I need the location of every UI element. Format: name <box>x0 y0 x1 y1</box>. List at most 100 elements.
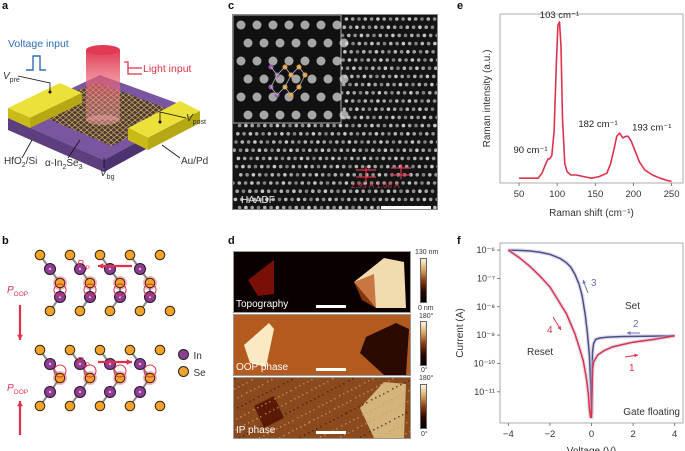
se-atom <box>144 277 156 289</box>
reset-label: Reset <box>527 347 553 358</box>
light-beam <box>86 50 120 120</box>
set-label: Set <box>625 301 640 312</box>
vacancy-site <box>113 283 127 297</box>
step-2-label: 2 <box>633 319 639 330</box>
y-tick-label: 10⁻¹¹ <box>474 387 495 397</box>
vacancy-site <box>113 364 127 378</box>
vacancy-site <box>143 283 157 297</box>
step-4-label: 4 <box>547 325 553 336</box>
se-atom <box>34 249 46 261</box>
panel-label-a: a <box>2 0 9 12</box>
y-tick-label: 10⁻⁷ <box>477 273 495 283</box>
voltage-input-label: Voltage input <box>8 38 69 50</box>
haade-image: HAADF 2.95 Å 1.68 Å <box>232 14 438 210</box>
electrode-right <box>128 101 200 138</box>
se-atom <box>64 400 76 412</box>
colorbar-bottom-oop: 0° <box>421 367 428 374</box>
x-tick-label: 200 <box>626 189 642 200</box>
se-atom <box>164 305 176 317</box>
x-axis-label: Raman shift (cm⁻¹) <box>549 208 634 219</box>
afm-topography-image: Topography <box>233 251 411 313</box>
vacancy-site <box>83 283 97 297</box>
step-1-label: 1 <box>629 363 635 374</box>
se-atom <box>44 305 56 317</box>
afm-oop-phase-image: OOP phase <box>233 314 411 376</box>
haade-inset <box>233 15 342 124</box>
y-tick-label: 10⁻⁹ <box>476 330 495 340</box>
se-atom-icon <box>178 366 189 378</box>
panel-label-d: d <box>228 235 235 247</box>
se-atom <box>64 344 76 356</box>
colorbar-topography <box>420 258 427 303</box>
x-tick-label: 250 <box>664 189 680 200</box>
light-pulse-icon <box>124 61 142 75</box>
p-oop-label-top: POOP <box>7 285 29 298</box>
vacancy-site <box>83 364 97 378</box>
se-atom <box>84 372 96 384</box>
x-axis-label: Voltage (V) <box>567 446 616 451</box>
x-tick-label: −2 <box>544 429 555 440</box>
hfo2-si-label: HfO2/Si <box>4 156 38 169</box>
legend-se: Se <box>178 363 206 381</box>
y-axis-label: Raman intensity (a.u.) <box>482 50 493 148</box>
se-atom <box>94 249 106 261</box>
se-atom <box>114 277 126 289</box>
ip-phase-label: IP phase <box>236 425 276 436</box>
p-oop-label-bottom: POOP <box>7 383 29 396</box>
scale-bar <box>316 368 346 371</box>
p-ip-label-bottom: PIP <box>77 356 90 369</box>
x-tick-label: 150 <box>587 189 603 200</box>
gate-floating-label: Gate floating <box>623 407 680 418</box>
iv-line-reset <box>507 249 675 419</box>
v-post-label: Vpost <box>186 113 206 126</box>
se-atom <box>154 344 166 356</box>
iv-chart: −4 −2 0 2 4 10⁻⁶ 10⁻⁷ 10⁻⁸ 10⁻⁹ 10⁻¹⁰ 10⁻¹¹ Voltage… <box>455 242 684 451</box>
y-tick-label: 10⁻⁸ <box>476 302 495 312</box>
iv-line-set <box>508 249 675 415</box>
plot-frame <box>499 13 684 184</box>
panel-label-f: f <box>457 235 461 247</box>
haade-label: HAADF <box>241 195 275 206</box>
device-schematic <box>8 45 200 172</box>
raman-line <box>519 21 672 183</box>
peak-annotation: 193 cm⁻¹ <box>632 122 671 133</box>
scale-bar <box>316 305 346 308</box>
panel-label-b: b <box>2 235 9 247</box>
se-atom <box>154 249 166 261</box>
light-input-label: Light input <box>143 63 192 75</box>
colorbar-top-ip: 180° <box>419 375 434 382</box>
se-atom <box>94 400 106 412</box>
legend-in: In <box>178 346 202 364</box>
x-tick-label: 50 <box>514 189 525 200</box>
vacancy-site <box>53 283 67 297</box>
vacancy-site <box>143 364 157 378</box>
y-tick-label: 10⁻⁶ <box>477 245 496 255</box>
au-pd-label: Au/Pd <box>181 156 209 167</box>
se-atom <box>74 305 86 317</box>
oop-phase-label: OOP phase <box>236 362 289 373</box>
panel-label-e: e <box>457 0 464 12</box>
se-atom <box>54 277 66 289</box>
in2se3-label: α-In2Se3 <box>45 158 83 171</box>
crystal-structure-diagram <box>17 249 176 435</box>
se-atom <box>144 372 156 384</box>
vacancy-site <box>53 364 67 378</box>
peak-annotation: 182 cm⁻¹ <box>578 119 617 130</box>
x-tick-label: 2 <box>630 429 635 440</box>
x-tick-label: −4 <box>503 429 514 440</box>
p-ip-label-top: PIP <box>77 259 90 272</box>
x-tick-label: 100 <box>549 189 565 200</box>
step-3-label: 3 <box>591 278 597 289</box>
electrode-left <box>8 83 82 118</box>
peak-annotation: 103 cm⁻¹ <box>540 10 579 21</box>
colorbar-top-topography: 130 nm <box>415 249 439 256</box>
colorbar-oop <box>420 321 427 366</box>
x-tick-label: 4 <box>672 429 677 440</box>
substrate-front <box>8 118 104 172</box>
se-atom <box>124 344 136 356</box>
se-atom <box>54 372 66 384</box>
panel-label-c: c <box>228 0 235 12</box>
se-atom <box>134 305 146 317</box>
se-atom <box>124 249 136 261</box>
se-atom <box>34 400 46 412</box>
